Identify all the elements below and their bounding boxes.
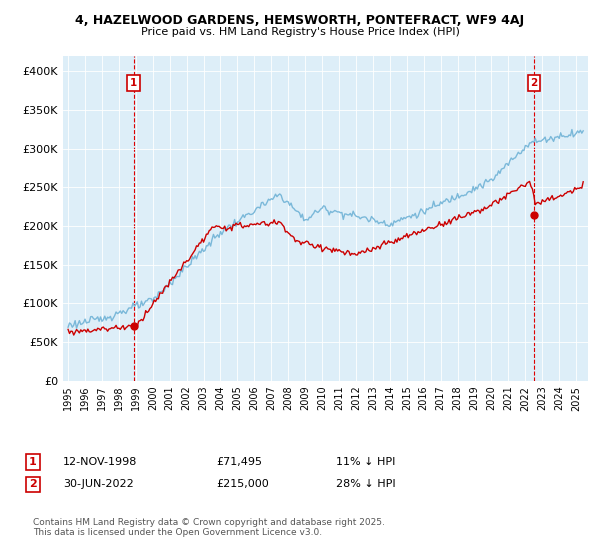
Text: 28% ↓ HPI: 28% ↓ HPI bbox=[336, 479, 395, 489]
Text: 30-JUN-2022: 30-JUN-2022 bbox=[63, 479, 134, 489]
Text: 11% ↓ HPI: 11% ↓ HPI bbox=[336, 457, 395, 467]
Text: £71,495: £71,495 bbox=[216, 457, 262, 467]
Text: Price paid vs. HM Land Registry's House Price Index (HPI): Price paid vs. HM Land Registry's House … bbox=[140, 27, 460, 37]
Text: 4, HAZELWOOD GARDENS, HEMSWORTH, PONTEFRACT, WF9 4AJ: 4, HAZELWOOD GARDENS, HEMSWORTH, PONTEFR… bbox=[76, 14, 524, 27]
Text: £215,000: £215,000 bbox=[216, 479, 269, 489]
Text: 1: 1 bbox=[130, 78, 137, 88]
Text: 2: 2 bbox=[29, 479, 37, 489]
Legend: 4, HAZELWOOD GARDENS, HEMSWORTH, PONTEFRACT, WF9 4AJ (detached house), HPI: Aver: 4, HAZELWOOD GARDENS, HEMSWORTH, PONTEFR… bbox=[35, 404, 512, 442]
Text: Contains HM Land Registry data © Crown copyright and database right 2025.
This d: Contains HM Land Registry data © Crown c… bbox=[33, 518, 385, 538]
Text: 2: 2 bbox=[530, 78, 538, 88]
Text: 12-NOV-1998: 12-NOV-1998 bbox=[63, 457, 137, 467]
Text: 1: 1 bbox=[29, 457, 37, 467]
